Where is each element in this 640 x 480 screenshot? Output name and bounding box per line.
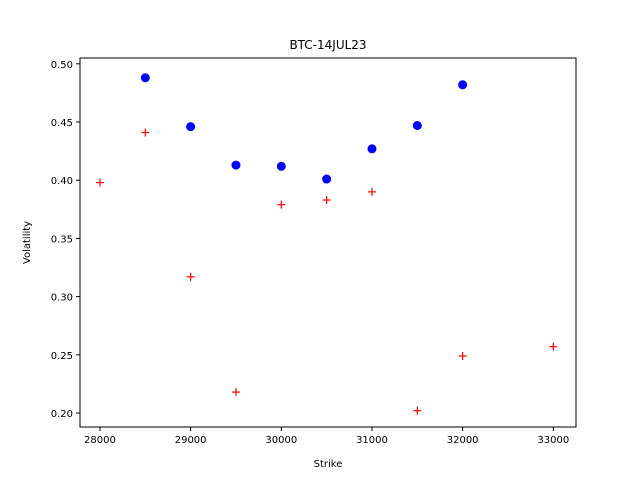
data-point-circle [276, 161, 286, 171]
data-point-plus [322, 196, 331, 205]
y-tick-label: 0.30 [51, 293, 73, 304]
axis-ticks: 28000 29000 30000 31000 32000 33000 0.20 0.25 0.… [51, 60, 570, 446]
data-point-plus [141, 128, 150, 137]
data-point-plus [413, 406, 422, 415]
y-tick-label: 0.20 [51, 409, 73, 420]
data-point-circle [186, 122, 196, 132]
data-point-circle [322, 174, 332, 184]
chart-title: BTC-14JUL23 [289, 38, 366, 52]
data-point-circle [458, 80, 468, 90]
data-point-plus [95, 178, 104, 187]
data-point-circle [367, 144, 377, 154]
data-point-plus [549, 342, 558, 351]
x-tick-label: 31000 [356, 435, 388, 446]
data-point-plus [367, 187, 376, 196]
data-points [95, 73, 558, 415]
x-tick-label: 33000 [537, 435, 569, 446]
y-tick-label: 0.25 [51, 351, 73, 362]
x-tick-label: 28000 [84, 435, 116, 446]
x-tick-label: 32000 [447, 435, 479, 446]
y-tick-label: 0.40 [51, 176, 73, 187]
y-tick-label: 0.45 [51, 118, 73, 129]
x-axis-label: Strike [314, 459, 343, 470]
x-tick-label: 30000 [265, 435, 297, 446]
data-point-plus [277, 200, 286, 209]
data-point-plus [231, 388, 240, 397]
data-point-plus [186, 272, 195, 281]
data-point-circle [231, 160, 241, 170]
plot-frame [79, 57, 577, 428]
y-axis-label: Volatility [22, 221, 33, 264]
y-tick-label: 0.50 [51, 60, 73, 71]
data-point-circle [140, 73, 150, 83]
data-point-circle [412, 121, 422, 131]
y-tick-label: 0.35 [51, 234, 73, 245]
x-tick-label: 29000 [175, 435, 207, 446]
data-point-plus [458, 351, 467, 360]
